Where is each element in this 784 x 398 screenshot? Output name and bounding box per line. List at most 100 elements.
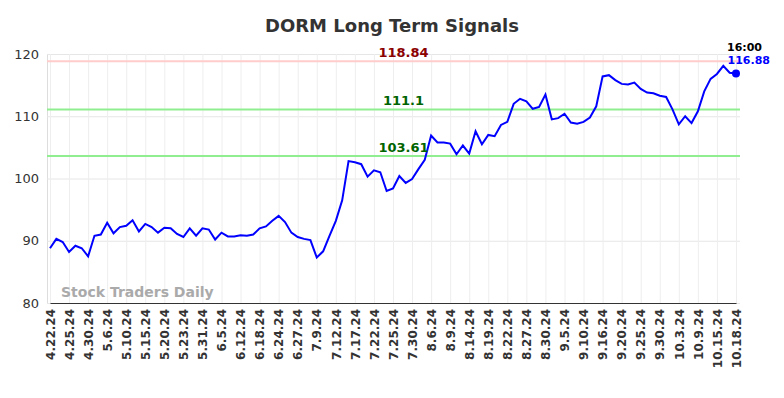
signal-label: 118.84: [378, 45, 428, 60]
x-grid-line: [660, 54, 661, 303]
plot-area: [47, 61, 740, 257]
y-tick: 100: [14, 171, 740, 186]
x-grid-line: [69, 54, 70, 303]
x-tick-label: 10.9.24: [692, 309, 706, 360]
signal-line: [47, 108, 740, 110]
x-tick: 9.20.24: [615, 54, 629, 360]
x-tick-label: 4.22.24: [44, 309, 58, 360]
x-tick-label: 10.18.24: [730, 309, 744, 368]
last-point: [732, 69, 740, 77]
y-grid-line: [47, 303, 740, 304]
x-tick-label: 7.9.24: [310, 309, 324, 352]
x-tick-label: 10.15.24: [711, 309, 725, 368]
x-tick-label: 5.23.24: [177, 309, 191, 360]
x-tick: 7.12.24: [330, 54, 344, 360]
x-tick-label: 7.12.24: [330, 309, 344, 360]
x-tick: 4.22.24: [44, 54, 58, 360]
x-grid-line: [698, 54, 699, 303]
x-tick-label: 5.10.24: [120, 309, 134, 360]
y-tick: 90: [22, 233, 740, 248]
x-tick-label: 9.5.24: [558, 309, 572, 352]
x-grid-line: [336, 54, 337, 303]
x-grid-line: [603, 54, 604, 303]
x-grid-line: [450, 54, 451, 303]
x-tick: 6.18.24: [253, 54, 267, 360]
x-tick-label: 9.10.24: [577, 309, 591, 360]
signal-label: 103.61: [378, 140, 428, 155]
x-tick: 4.30.24: [82, 54, 96, 360]
x-tick-label: 8.14.24: [463, 309, 477, 360]
x-tick: 8.22.24: [501, 54, 515, 360]
x-tick-label: 9.30.24: [653, 309, 667, 360]
x-grid-line: [431, 54, 432, 303]
x-tick: 5.10.24: [120, 54, 134, 360]
x-grid-line: [526, 54, 527, 303]
x-tick-label: 9.20.24: [615, 309, 629, 360]
x-tick: 5.20.24: [158, 54, 172, 360]
x-tick: 6.24.24: [272, 54, 286, 360]
x-grid-line: [374, 54, 375, 303]
x-grid-line: [622, 54, 623, 303]
x-tick-label: 6.5.24: [215, 309, 229, 352]
x-grid-line: [202, 54, 203, 303]
x-grid-line: [126, 54, 127, 303]
signal-label: 111.1: [383, 93, 424, 108]
x-tick: 9.5.24: [558, 54, 572, 352]
y-tick: 120: [14, 47, 740, 62]
y-tick-label: 100: [14, 171, 39, 186]
signal-line: [47, 155, 740, 157]
x-tick-label: 5.15.24: [139, 309, 153, 360]
x-grid-line: [736, 54, 737, 303]
y-tick-label: 80: [22, 296, 39, 311]
x-tick: 5.6.24: [101, 54, 115, 352]
y-tick-label: 110: [14, 109, 39, 124]
x-tick: 10.3.24: [673, 54, 687, 360]
x-tick-label: 7.30.24: [406, 309, 420, 360]
x-tick: 6.27.24: [291, 54, 305, 360]
x-tick: 6.5.24: [215, 54, 229, 352]
x-tick-label: 6.27.24: [291, 309, 305, 360]
x-tick-label: 6.24.24: [272, 309, 286, 360]
x-axis-line: [51, 303, 737, 304]
y-tick-label: 120: [14, 47, 39, 62]
y-axis-line: [48, 55, 741, 304]
x-tick-label: 7.17.24: [349, 309, 363, 360]
x-tick-label: 6.12.24: [234, 309, 248, 360]
x-tick: 9.25.24: [634, 54, 648, 360]
x-grid-line: [469, 54, 470, 303]
x-tick: 9.10.24: [577, 54, 591, 360]
x-grid-line: [164, 54, 165, 303]
x-grid-line: [717, 54, 718, 303]
last-time-label: 16:00: [727, 41, 762, 54]
x-tick-label: 7.25.24: [387, 309, 401, 360]
x-grid-line: [488, 54, 489, 303]
x-tick: 8.19.24: [482, 54, 496, 360]
watermark: Stock Traders Daily: [61, 284, 214, 300]
x-grid-line: [183, 54, 184, 303]
price-line: [50, 66, 736, 258]
x-tick: 10.9.24: [692, 54, 706, 360]
chart: DORM Long Term Signals80901001101204.22.…: [0, 0, 784, 398]
x-tick-label: 5.20.24: [158, 309, 172, 360]
x-tick-label: 10.3.24: [673, 309, 687, 360]
signal-line: [47, 60, 740, 62]
x-grid-line: [507, 54, 508, 303]
x-grid-line: [641, 54, 642, 303]
x-tick-label: 5.31.24: [196, 309, 210, 360]
x-tick-label: 5.6.24: [101, 309, 115, 352]
x-tick-label: 7.22.24: [368, 309, 382, 360]
x-tick-label: 8.6.24: [425, 309, 439, 352]
x-grid-line: [393, 54, 394, 303]
x-tick-label: 8.22.24: [501, 309, 515, 360]
x-grid-line: [545, 54, 546, 303]
x-grid-line: [107, 54, 108, 303]
x-grid-line: [241, 54, 242, 303]
x-grid-line: [260, 54, 261, 303]
x-tick-label: 9.16.24: [596, 309, 610, 360]
x-tick: 5.31.24: [196, 54, 210, 360]
x-tick: 10.18.24: [730, 54, 744, 368]
x-tick: 6.12.24: [234, 54, 248, 360]
x-tick: 7.9.24: [310, 54, 324, 352]
x-tick-label: 8.19.24: [482, 309, 496, 360]
x-tick-label: 4.25.24: [63, 309, 77, 360]
